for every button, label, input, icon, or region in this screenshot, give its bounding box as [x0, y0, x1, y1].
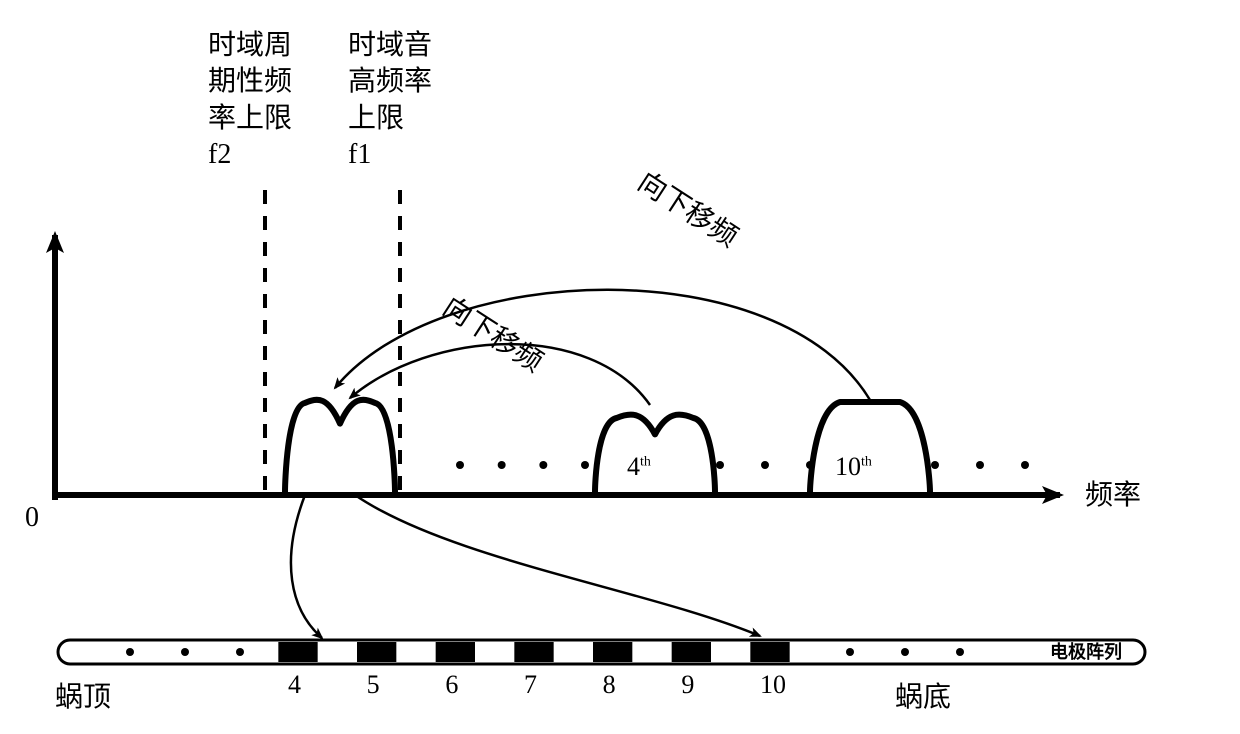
- electrode-filled: [514, 642, 553, 662]
- arrow-to-electrode-4: [291, 495, 322, 638]
- label-f2-block: 时域周 期性频 率上限 f2: [208, 28, 292, 174]
- electrode-number: 4: [288, 670, 301, 700]
- electrode-filled: [593, 642, 632, 662]
- electrode-filled: [278, 642, 317, 662]
- label-origin: 0: [25, 500, 39, 536]
- electrode-filled: [672, 642, 711, 662]
- axis-dot: [761, 461, 769, 469]
- label-hump-4: 4th: [627, 452, 651, 482]
- electrode-number: 7: [524, 670, 537, 700]
- axis-dot: [976, 461, 984, 469]
- hump-4: [595, 415, 715, 492]
- axis-dot: [1021, 461, 1029, 469]
- electrode-number: 9: [681, 670, 694, 700]
- label-f1-block: 时域音 高频率 上限 f1: [348, 28, 432, 174]
- label-cochlea-base: 蜗底: [895, 680, 951, 716]
- axis-dot: [456, 461, 464, 469]
- hump-left: [285, 400, 395, 492]
- diagram-root: 时域周 期性频 率上限 f2 时域音 高频率 上限 f1 向下移频 向下移频 频…: [0, 0, 1240, 734]
- label-hump-10: 10th: [835, 452, 872, 482]
- electrode-dot: [126, 648, 134, 656]
- label-cochlea-apex: 蜗顶: [55, 680, 111, 716]
- electrode-filled: [357, 642, 396, 662]
- axis-dot: [581, 461, 589, 469]
- axis-dot: [498, 461, 506, 469]
- axis-dot: [716, 461, 724, 469]
- electrode-number: 10: [760, 670, 786, 700]
- electrode-filled: [750, 642, 789, 662]
- arrow-to-electrode-10: [355, 495, 760, 636]
- label-electrode-array: 电极阵列: [1050, 638, 1122, 664]
- arrow-shift-10-to-left: [335, 290, 870, 400]
- electrode-dot: [901, 648, 909, 656]
- electrode-filled: [436, 642, 475, 662]
- label-xaxis: 频率: [1085, 478, 1141, 514]
- electrode-number: 6: [445, 670, 458, 700]
- electrode-dot: [846, 648, 854, 656]
- axis-dot: [539, 461, 547, 469]
- axis-dot: [931, 461, 939, 469]
- electrode-number: 5: [367, 670, 380, 700]
- electrode-dot: [956, 648, 964, 656]
- svg-layer: [0, 0, 1240, 734]
- electrode-dot: [236, 648, 244, 656]
- axis-dot: [806, 461, 814, 469]
- electrode-number: 8: [603, 670, 616, 700]
- electrode-dot: [181, 648, 189, 656]
